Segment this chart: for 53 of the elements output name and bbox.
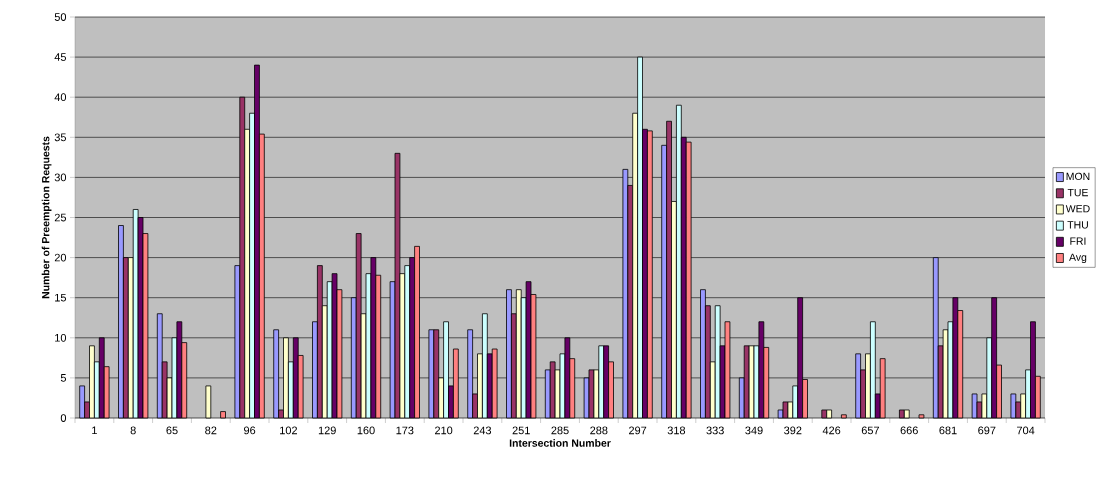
x-tick-label: 333 (706, 426, 724, 435)
legend-label: MON (1066, 172, 1090, 181)
legend-label: WED (1065, 205, 1090, 213)
y-axis-title: Number of Preemption Requests (41, 136, 52, 299)
x-tick-label: 1 (92, 426, 97, 435)
y-tick-label: 10 (55, 333, 67, 342)
bar (841, 414, 847, 419)
x-tick-label: 681 (939, 426, 957, 435)
x-tick-label: 426 (822, 426, 841, 435)
bar (79, 385, 85, 419)
x-tick-label: 704 (1017, 426, 1035, 435)
y-tick-label: 30 (54, 173, 67, 182)
x-tick-label: 666 (900, 426, 918, 435)
x-axis-title: Intersection Number (509, 439, 611, 447)
x-tick-label: 65 (166, 426, 178, 435)
y-tick-label: 50 (54, 13, 67, 21)
bar (205, 385, 212, 419)
x-tick-label: 392 (784, 426, 802, 435)
x-tick-label: 318 (667, 426, 686, 435)
y-tick-label: 15 (55, 293, 67, 302)
x-tick-label: 243 (473, 426, 492, 435)
x-tick-label: 8 (130, 426, 136, 435)
bar (821, 409, 828, 419)
x-tick-label: 173 (396, 426, 414, 435)
legend-label: TUE (1067, 188, 1088, 197)
bar (220, 411, 226, 419)
legend-label: THU (1067, 221, 1088, 229)
bar (918, 414, 925, 419)
y-tick-label: 20 (54, 253, 67, 262)
y-tick-label: 40 (54, 93, 67, 102)
x-tick-label: 697 (978, 426, 996, 435)
y-tick-label: 45 (54, 53, 67, 61)
x-tick-label: 349 (745, 426, 763, 435)
x-tick-label: 657 (861, 426, 879, 435)
legend-label: Avg (1069, 253, 1087, 264)
x-tick-label: 210 (435, 426, 453, 435)
y-tick-label: 25 (54, 213, 67, 222)
legend-label: FRI (1070, 237, 1086, 245)
x-tick-label: 297 (629, 426, 647, 435)
x-tick-label: 160 (357, 426, 375, 435)
x-tick-label: 288 (590, 426, 608, 435)
bar (971, 393, 978, 419)
y-tick-label: 35 (54, 133, 67, 142)
x-tick-label: 251 (512, 426, 530, 435)
x-tick-label: 102 (280, 426, 297, 435)
y-tick-label: 5 (60, 374, 67, 382)
x-tick-label: 96 (244, 426, 256, 435)
bar (1010, 393, 1017, 419)
x-tick-label: 285 (551, 426, 569, 435)
y-tick-label: 0 (60, 414, 67, 422)
x-tick-label: 82 (205, 426, 217, 435)
bar (903, 409, 910, 419)
x-tick-label: 129 (318, 426, 336, 435)
